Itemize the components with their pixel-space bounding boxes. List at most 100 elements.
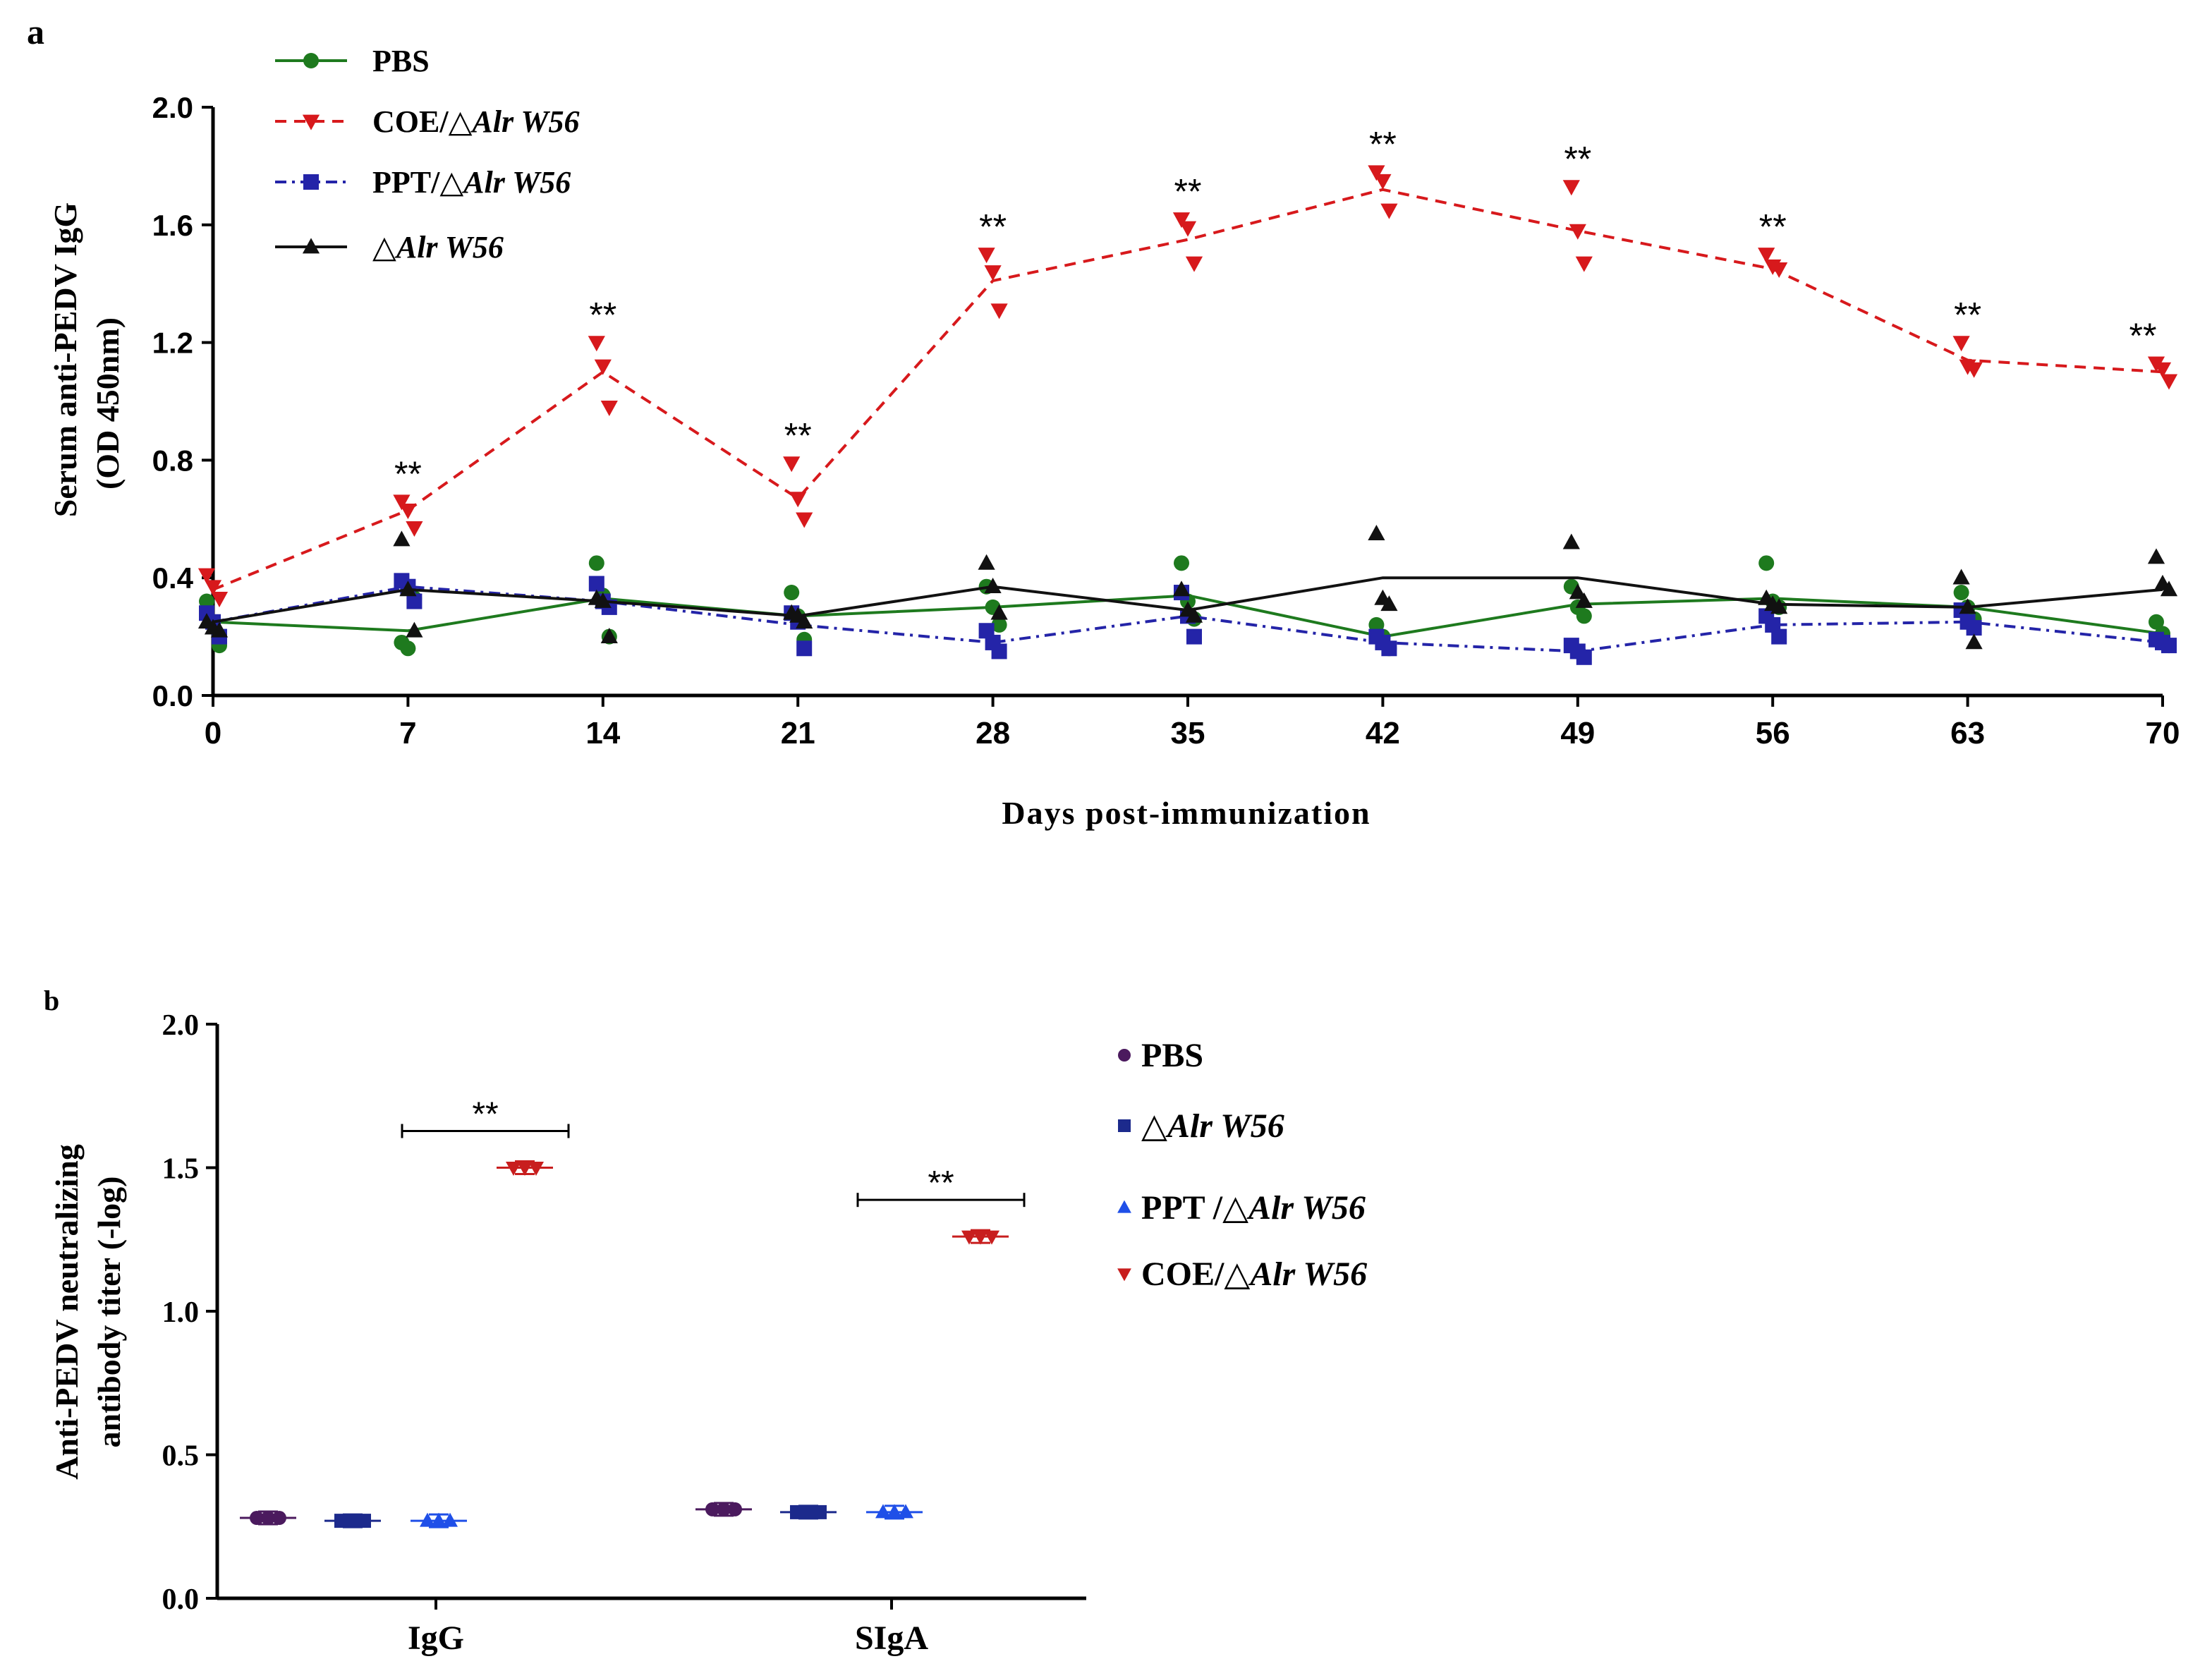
panel-a-data-point — [783, 456, 801, 473]
panel-a-data-point — [1368, 525, 1385, 540]
panel-b-legend-marker — [1117, 1268, 1131, 1282]
panel-b-data-point — [346, 1514, 360, 1528]
panel-a-legend-label: PBS — [372, 44, 430, 78]
panel-a-significance-label: ** — [1564, 140, 1591, 179]
panel-a-data-point — [796, 613, 813, 629]
panel-a-data-point — [1562, 533, 1580, 549]
panel-a-data-point — [600, 400, 618, 416]
panel-a-data-point — [1380, 595, 1398, 612]
panel-b-legend-marker — [1118, 1049, 1131, 1062]
panel-a-data-point — [1952, 336, 1970, 352]
panel-a-data-point — [406, 593, 423, 609]
panel-a-data-point — [1952, 569, 1970, 585]
panel-b-data-point — [517, 1162, 533, 1176]
panel-a-data-point — [2160, 374, 2178, 390]
panel-a-x-tick-label: 63 — [1950, 716, 1985, 750]
panel-a-data-point — [1179, 221, 1197, 237]
panel-a-data-point — [1562, 180, 1580, 196]
panel-b-data-point — [431, 1512, 446, 1527]
panel-a-data-point — [1368, 616, 1385, 633]
panel-b-legend-label: PPT /△Alr W56 — [1141, 1189, 1366, 1227]
panel-a-data-point — [588, 336, 605, 352]
panel-a-significance-label: ** — [1369, 125, 1397, 164]
panel-a-x-tick-label: 70 — [2146, 716, 2180, 750]
panel-a-legend-label: PPT/△Alr W56 — [372, 165, 571, 200]
panel-a-data-point — [406, 521, 423, 537]
panel-b-x-tick-label: IgG — [408, 1619, 464, 1657]
panel-a-data-point — [210, 621, 229, 638]
panel-a-axes: 0.0 0.4 0.8 1.2 1.6 2.0 0 7 14 21 28 35 42 49 56 63 70 — [152, 91, 2180, 750]
panel-b-data-point — [272, 1511, 286, 1526]
panel-b-data-point — [357, 1514, 371, 1528]
panel-b-data-point — [984, 1230, 999, 1245]
panel-b-x-tick-label: SIgA — [855, 1619, 928, 1657]
panel-a-y-tick-label: 0.8 — [152, 444, 193, 477]
panel-b-data-point — [973, 1230, 988, 1245]
panel-a-x-tick-label: 35 — [1171, 716, 1205, 750]
panel-a-y-tick-label: 1.2 — [152, 327, 193, 360]
panel-a-data-point — [1959, 598, 1976, 614]
panel-b-data-point — [420, 1512, 435, 1527]
panel-a-data-point — [990, 303, 1008, 320]
panel-a-data-point — [1575, 592, 1593, 608]
panel-a-significance-label: ** — [979, 207, 1007, 247]
panel-b-significance: ** ** — [401, 1096, 1026, 1208]
panel-a-x-axis-title: Days post-immunization — [1002, 795, 1371, 831]
panel-a-data-point — [588, 555, 604, 571]
panel-a-data-point — [1368, 165, 1385, 181]
panel-a-x-tick-label: 14 — [585, 716, 620, 750]
panel-a-data-point — [1758, 555, 1775, 571]
panel-a-data-point — [978, 623, 995, 639]
panel-b-axes: 0.0 0.5 1.0 1.5 2.0 IgG SIgA — [162, 1009, 1086, 1657]
legend-label-prefix: PPT/△ — [372, 165, 463, 200]
panel-a-data-point — [400, 640, 416, 657]
panel-a-data-point — [1374, 174, 1392, 190]
panel-b-legend-label: △Alr W56 — [1141, 1107, 1284, 1145]
panel-a-data-point — [1771, 628, 1787, 645]
panel-a-significance-label: ** — [1174, 171, 1202, 211]
panel-a-data-point — [1575, 256, 1593, 272]
panel-a-data-point — [1569, 224, 1586, 240]
panel-a-data-point — [1576, 608, 1592, 624]
panel-a-x-tick-label: 21 — [781, 716, 815, 750]
panel-a-data-point — [2153, 362, 2172, 378]
panel-a-data-point — [594, 359, 612, 375]
panel-a-data-point — [984, 265, 1002, 281]
panel-b-legend-label: PBS — [1141, 1037, 1203, 1074]
panel-b-y-axis-title-line2: antibody titer (-log) — [91, 1176, 127, 1447]
panel-b-data-point — [898, 1504, 913, 1519]
panel-a-data-point — [796, 512, 813, 528]
panel-a-data-point — [1966, 620, 1982, 636]
panel-a-data-point — [588, 576, 604, 592]
panel-a-data-point — [1770, 262, 1788, 278]
panel-b-series-0 — [240, 1502, 752, 1526]
legend-label-italic: Alr W56 — [1248, 1256, 1367, 1293]
panel-b-series: ** ** — [240, 1096, 1026, 1528]
panel-b-data-point — [813, 1504, 827, 1519]
panel-a-data-point — [1185, 607, 1203, 623]
panel-a-y-tick-label: 0.0 — [152, 679, 193, 712]
legend-label-prefix: COE/△ — [1141, 1256, 1250, 1293]
panel-a-significance-label: ** — [2129, 316, 2157, 355]
panel-a-data-point — [991, 643, 1007, 659]
panel-a-legend-marker — [303, 174, 319, 190]
panel-a-significance-label: ** — [1759, 207, 1787, 247]
panel-a-data-point — [594, 592, 612, 608]
panel-a-series: ** ** ** ** ** ** ** ** ** ** — [198, 125, 2178, 665]
panel-a-y-axis-title-line1: Serum anti-PEDV IgG — [47, 202, 83, 517]
panel-a: a 0.0 0.4 0.8 1.2 1.6 2.0 0 7 14 21 28 35 42 49 56 63 70… — [27, 12, 2180, 831]
panel-b-data-point — [250, 1511, 264, 1526]
panel-a-data-point — [2161, 638, 2177, 654]
panel-a-data-point — [406, 621, 423, 638]
panel-a-legend-marker — [302, 114, 320, 130]
panel-a-data-point — [1186, 628, 1202, 645]
panel-a-data-point — [991, 616, 1007, 633]
panel-a-data-point — [1174, 555, 1189, 571]
panel-a-series-3 — [198, 525, 2178, 650]
legend-label-prefix: △ — [1141, 1107, 1167, 1145]
panel-b-data-point — [261, 1511, 275, 1526]
panel-b-data-point — [334, 1514, 348, 1528]
panel-a-y-tick-label: 2.0 — [152, 91, 193, 124]
